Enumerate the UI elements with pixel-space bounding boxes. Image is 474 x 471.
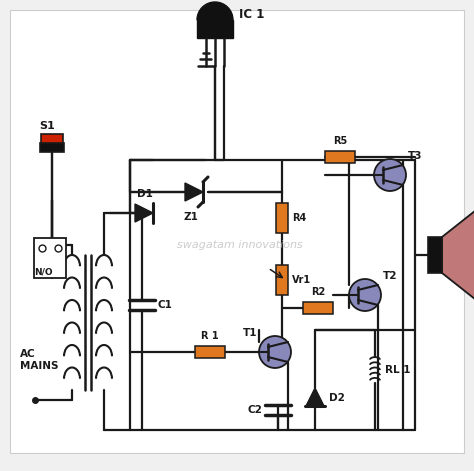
FancyBboxPatch shape xyxy=(325,151,355,163)
FancyBboxPatch shape xyxy=(276,203,288,233)
Text: C1: C1 xyxy=(158,300,173,310)
Text: C2: C2 xyxy=(247,405,262,415)
FancyBboxPatch shape xyxy=(276,265,288,295)
Wedge shape xyxy=(197,2,233,20)
Text: T2: T2 xyxy=(383,271,398,281)
FancyBboxPatch shape xyxy=(40,143,64,152)
Text: T3: T3 xyxy=(408,151,422,161)
FancyBboxPatch shape xyxy=(428,237,442,273)
Polygon shape xyxy=(135,204,153,222)
Text: R4: R4 xyxy=(292,213,306,223)
Polygon shape xyxy=(442,203,474,307)
Circle shape xyxy=(259,336,291,368)
Text: T1: T1 xyxy=(243,328,257,338)
Text: swagatam innovations: swagatam innovations xyxy=(177,240,303,250)
Text: N/O: N/O xyxy=(34,268,53,276)
Text: D1: D1 xyxy=(137,189,153,199)
Text: AC
MAINS: AC MAINS xyxy=(20,349,58,371)
Polygon shape xyxy=(185,183,203,201)
Text: RL 1: RL 1 xyxy=(385,365,410,375)
FancyBboxPatch shape xyxy=(303,302,333,314)
Polygon shape xyxy=(306,388,324,406)
Text: Vr1: Vr1 xyxy=(292,275,311,285)
Text: D2: D2 xyxy=(329,393,345,403)
Polygon shape xyxy=(197,20,233,38)
Text: R5: R5 xyxy=(333,136,347,146)
Text: S1: S1 xyxy=(39,121,55,131)
Circle shape xyxy=(374,159,406,191)
FancyBboxPatch shape xyxy=(195,346,225,358)
Circle shape xyxy=(349,279,381,311)
FancyBboxPatch shape xyxy=(34,238,66,278)
Text: R 1: R 1 xyxy=(201,331,219,341)
Text: Z1: Z1 xyxy=(183,212,199,222)
Text: R2: R2 xyxy=(311,287,325,297)
FancyBboxPatch shape xyxy=(41,134,63,144)
Text: IC 1: IC 1 xyxy=(239,8,264,21)
FancyBboxPatch shape xyxy=(10,10,464,453)
